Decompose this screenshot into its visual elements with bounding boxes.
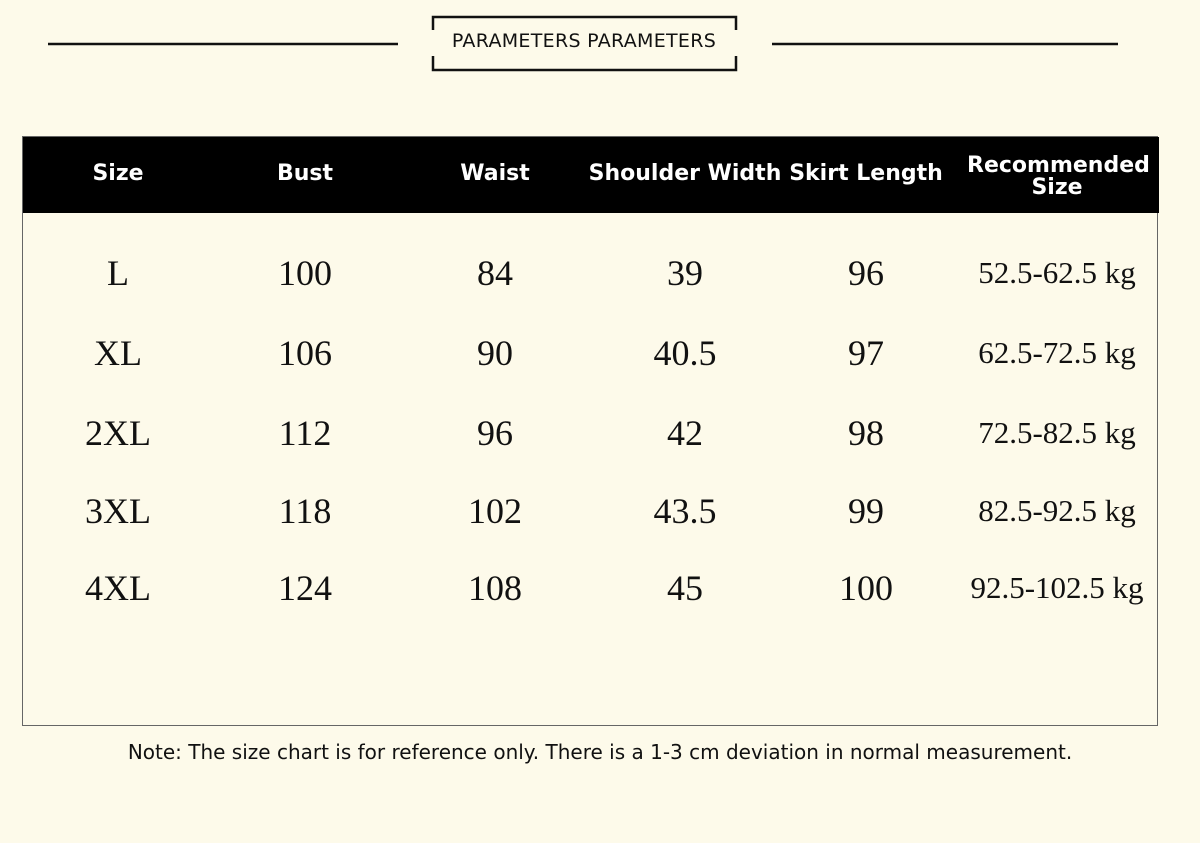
table-cell: 4XL <box>85 568 151 608</box>
table-cell: 108 <box>468 568 522 608</box>
table-cell: L <box>107 253 129 293</box>
table-cell: XL <box>94 333 142 373</box>
table-cell: 42 <box>667 413 703 453</box>
table-cell: 100 <box>278 253 332 293</box>
column-header: Recommended Size <box>967 153 1150 200</box>
column-header: Skirt Length <box>789 161 943 186</box>
table-cell: 96 <box>477 413 513 453</box>
table-cell: 90 <box>477 333 513 373</box>
column-header: Size <box>92 161 144 186</box>
table-cell: 82.5-92.5 kg <box>978 493 1136 528</box>
table-cell: 112 <box>278 413 332 453</box>
table-cell: 2XL <box>85 413 151 453</box>
table-cell: 99 <box>848 491 884 531</box>
table-cell: 100 <box>839 568 893 608</box>
table-cell: 3XL <box>85 491 151 531</box>
table-header: Size Bust Waist Shoulder Width Skirt Length R… <box>23 137 1159 213</box>
table-cell: 40.5 <box>653 333 717 373</box>
table-cell: 43.5 <box>653 491 717 531</box>
table-cell: 96 <box>848 253 884 293</box>
table-cell: 52.5-62.5 kg <box>978 255 1136 290</box>
table-cell: 92.5-102.5 kg <box>970 570 1144 605</box>
table-cell: 102 <box>468 491 522 531</box>
table-cell: 39 <box>667 253 703 293</box>
table-cell: 118 <box>278 491 332 531</box>
size-table: Size Bust Waist Shoulder Width Skirt Length R… <box>22 136 1159 726</box>
table-cell: 62.5-72.5 kg <box>978 335 1136 370</box>
note: Note: The size chart is for reference on… <box>127 740 1073 764</box>
title-decoration <box>48 15 1118 72</box>
column-header: Waist <box>460 161 530 186</box>
table-cell: 72.5-82.5 kg <box>978 415 1136 450</box>
table-cell: 84 <box>477 253 513 293</box>
table-cell: 106 <box>278 333 332 373</box>
column-header: Bust <box>276 161 334 186</box>
column-header: Shoulder Width <box>588 161 782 186</box>
table-cell: 97 <box>848 333 884 373</box>
table-cell: 124 <box>278 568 332 608</box>
table-cell: 98 <box>848 413 884 453</box>
title: PARAMETERS PARAMETERS <box>451 30 717 52</box>
table-cell: 45 <box>667 568 703 608</box>
